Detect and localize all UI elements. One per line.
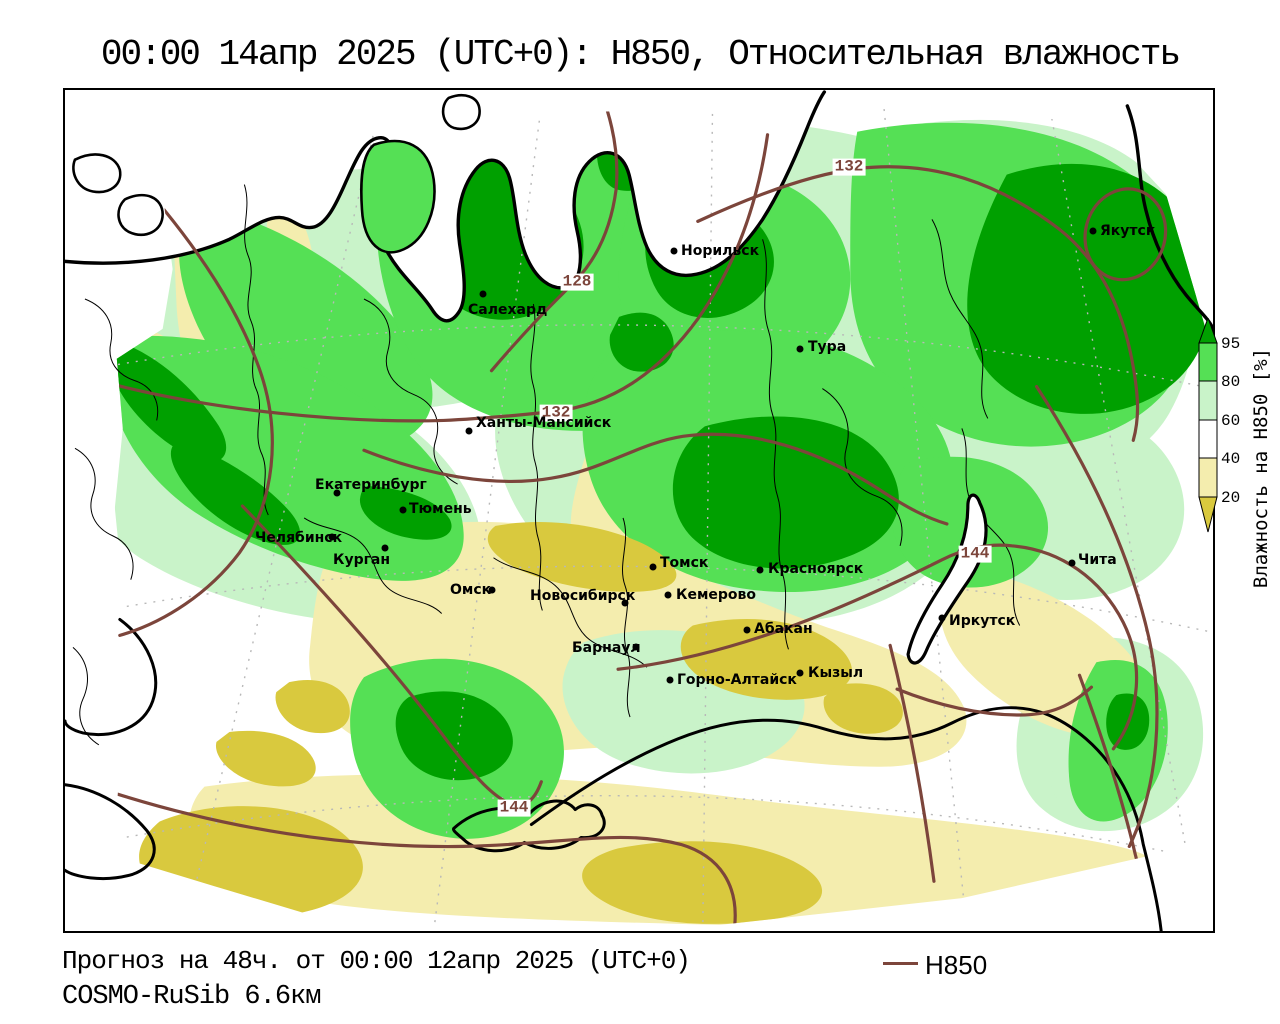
colorbar-title: Влажность на H850 [%] [1250, 347, 1272, 589]
colorbar-seg-40-60 [1198, 419, 1218, 459]
city-dot [649, 563, 657, 571]
colorbar-tick: 95 [1221, 335, 1241, 353]
forecast-info-text: Прогноз на 48ч. от 00:00 12апр 2025 (UTC… [62, 946, 691, 976]
city-dot [632, 643, 640, 651]
city-dot [621, 599, 629, 607]
city-dot [465, 427, 473, 435]
city-label: Кызыл [808, 665, 864, 681]
graticule [114, 105, 1213, 931]
city-dot [938, 614, 946, 622]
city-label: Барнаул [572, 640, 641, 656]
city-label: Якутск [1100, 223, 1156, 239]
city-label: Красноярск [768, 561, 864, 577]
contour-label: 144 [958, 544, 992, 563]
contour-label: 132 [832, 157, 866, 176]
humidity-map-canvas [65, 90, 1213, 931]
city-label: Горно-Алтайск [677, 672, 797, 688]
city-label: Томск [660, 555, 709, 571]
colorbar-seg-20-40 [1198, 457, 1218, 498]
contour-label: 144 [497, 798, 531, 817]
city-dot [666, 676, 674, 684]
city-dot [670, 247, 678, 255]
h850-legend-label: H850 [925, 950, 988, 980]
city-dot [381, 544, 389, 552]
city-label: Норильск [681, 243, 760, 259]
city-label: Ханты-Мансийск [476, 415, 612, 431]
city-label: Тюмень [409, 501, 472, 517]
city-dot [1068, 559, 1076, 567]
city-dot [756, 566, 764, 574]
page-title: 00:00 14апр 2025 (UTC+0): H850, Относите… [100, 34, 1181, 75]
colorbar-tick: 40 [1221, 450, 1241, 468]
height-contours [114, 105, 1168, 928]
colorbar-tick: 60 [1221, 412, 1241, 430]
city-dot [399, 506, 407, 514]
city-label: Абакан [754, 621, 813, 637]
colorbar-tick: 20 [1221, 489, 1241, 507]
colorbar-seg-gt95 [1198, 316, 1218, 344]
model-info-text: COSMO-RuSib 6.6км [62, 982, 321, 1012]
city-label: Екатеринбург [315, 477, 427, 493]
city-dot [664, 591, 672, 599]
city-label: Иркутск [949, 613, 1016, 629]
city-label: Кемерово [676, 587, 756, 603]
contour-label: 128 [560, 272, 594, 291]
city-dot [1089, 227, 1097, 235]
islands [72, 94, 481, 254]
city-label: Тура [808, 339, 847, 355]
arctic-sea [65, 90, 825, 321]
h850-legend-line [883, 962, 918, 965]
colorbar-seg-lt20 [1198, 496, 1218, 533]
contour-label: 132 [539, 403, 573, 422]
city-dot [743, 626, 751, 634]
map-frame: Норильск Якутск Салехард Тура Ханты-Манс… [63, 88, 1215, 933]
city-label: Омск [450, 582, 492, 598]
humidity-field [114, 118, 1211, 927]
lake-baikal [906, 493, 988, 665]
city-dot [796, 345, 804, 353]
city-label: Челябинск [255, 530, 343, 546]
colorbar-tick: 80 [1221, 373, 1241, 391]
city-dot [328, 533, 336, 541]
city-dot [333, 489, 341, 497]
city-label: Новосибирск [530, 588, 636, 604]
city-dot [479, 290, 487, 298]
colorbar-seg-80-95 [1198, 342, 1218, 382]
colorbar-seg-60-80 [1198, 380, 1218, 421]
city-label: Салехард [468, 302, 548, 318]
humidity-colorbar [1198, 316, 1218, 539]
city-label: Курган [333, 552, 391, 568]
city-label: Чита [1078, 552, 1117, 568]
city-dot [796, 669, 804, 677]
city-dot [488, 586, 496, 594]
